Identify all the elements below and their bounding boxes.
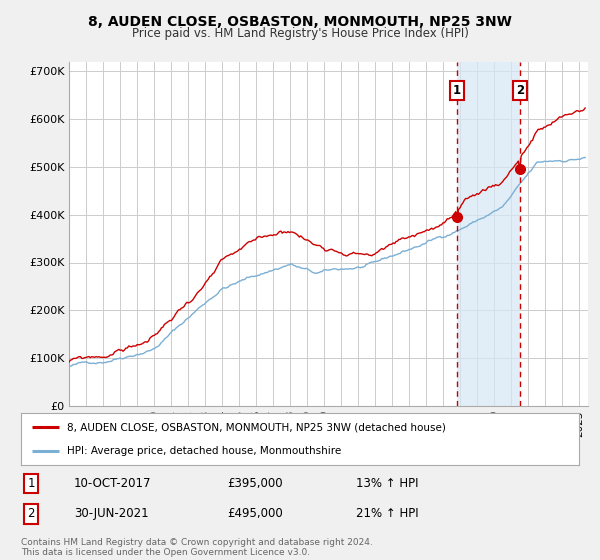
Text: £395,000: £395,000 [227,477,283,490]
Text: 1: 1 [452,85,461,97]
Text: 8, AUDEN CLOSE, OSBASTON, MONMOUTH, NP25 3NW (detached house): 8, AUDEN CLOSE, OSBASTON, MONMOUTH, NP25… [67,422,446,432]
Text: HPI: Average price, detached house, Monmouthshire: HPI: Average price, detached house, Monm… [67,446,341,456]
Text: £495,000: £495,000 [227,507,283,520]
Text: 13% ↑ HPI: 13% ↑ HPI [356,477,418,490]
Text: This data is licensed under the Open Government Licence v3.0.: This data is licensed under the Open Gov… [21,548,310,557]
Text: 10-OCT-2017: 10-OCT-2017 [74,477,152,490]
Bar [457,62,520,406]
Text: 21% ↑ HPI: 21% ↑ HPI [356,507,418,520]
Text: 30-JUN-2021: 30-JUN-2021 [74,507,149,520]
Text: Price paid vs. HM Land Registry's House Price Index (HPI): Price paid vs. HM Land Registry's House … [131,27,469,40]
Text: 1: 1 [27,477,35,490]
Text: 8, AUDEN CLOSE, OSBASTON, MONMOUTH, NP25 3NW: 8, AUDEN CLOSE, OSBASTON, MONMOUTH, NP25… [88,15,512,29]
Text: Contains HM Land Registry data © Crown copyright and database right 2024.: Contains HM Land Registry data © Crown c… [21,538,373,547]
Text: 2: 2 [516,85,524,97]
Text: 2: 2 [27,507,35,520]
